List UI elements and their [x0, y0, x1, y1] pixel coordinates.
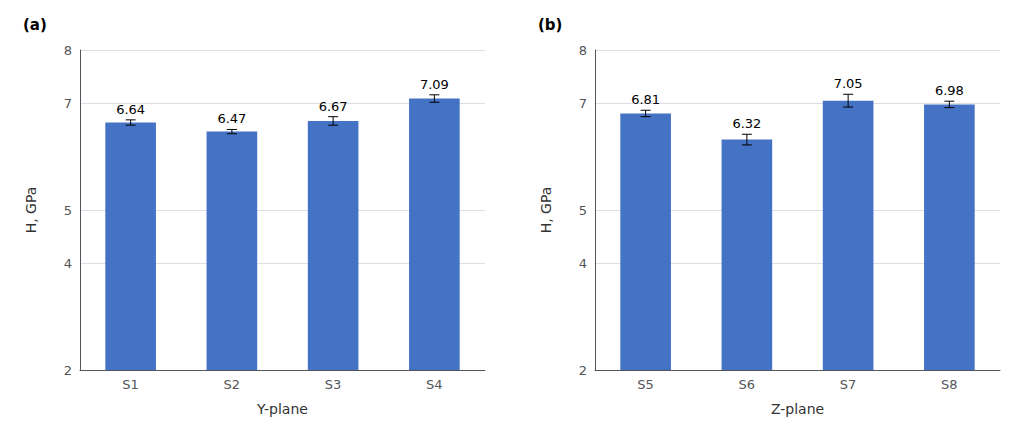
- svg-text:5: 5: [64, 203, 72, 218]
- svg-text:S8: S8: [941, 377, 958, 392]
- svg-text:6.32: 6.32: [732, 116, 761, 131]
- svg-text:7: 7: [64, 96, 72, 111]
- svg-text:7: 7: [579, 96, 587, 111]
- svg-text:5: 5: [579, 203, 587, 218]
- svg-text:4: 4: [579, 256, 587, 271]
- svg-text:S3: S3: [325, 377, 342, 392]
- svg-text:6.64: 6.64: [116, 102, 145, 117]
- svg-text:H, GPa: H, GPa: [538, 187, 554, 234]
- svg-text:7.09: 7.09: [420, 77, 449, 92]
- svg-text:H, GPa: H, GPa: [23, 187, 39, 234]
- svg-text:6.47: 6.47: [217, 111, 246, 126]
- svg-text:6.81: 6.81: [631, 92, 660, 107]
- svg-text:8: 8: [64, 43, 72, 58]
- svg-text:S7: S7: [840, 377, 857, 392]
- svg-text:6.98: 6.98: [935, 83, 964, 98]
- svg-text:4: 4: [64, 256, 72, 271]
- svg-text:(a): (a): [23, 16, 47, 34]
- svg-text:Y-plane: Y-plane: [256, 401, 308, 417]
- svg-text:S2: S2: [224, 377, 241, 392]
- svg-text:2: 2: [579, 363, 587, 378]
- svg-text:Z-plane: Z-plane: [771, 401, 824, 417]
- svg-text:S5: S5: [637, 377, 654, 392]
- svg-text:6.67: 6.67: [319, 99, 348, 114]
- svg-text:2: 2: [64, 363, 72, 378]
- svg-text:S6: S6: [739, 377, 756, 392]
- svg-text:(b): (b): [538, 16, 562, 34]
- svg-text:7.05: 7.05: [834, 76, 863, 91]
- svg-text:S1: S1: [122, 377, 139, 392]
- svg-text:S4: S4: [426, 377, 443, 392]
- svg-text:8: 8: [579, 43, 587, 58]
